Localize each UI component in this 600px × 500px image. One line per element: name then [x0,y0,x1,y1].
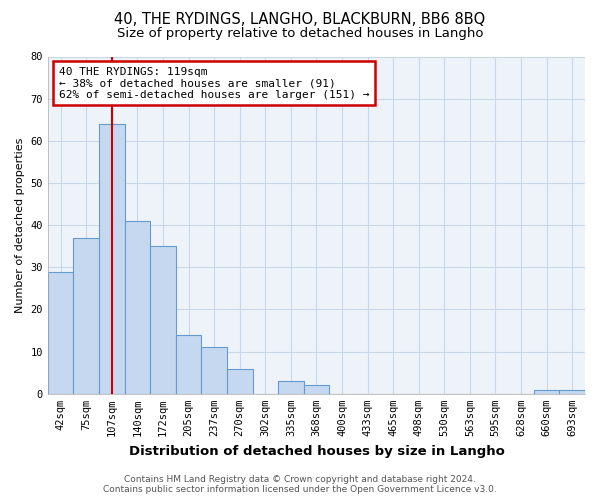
Bar [534,390,559,394]
Bar [176,335,202,394]
Bar [48,272,73,394]
Y-axis label: Number of detached properties: Number of detached properties [15,138,25,313]
Text: Contains HM Land Registry data © Crown copyright and database right 2024.
Contai: Contains HM Land Registry data © Crown c… [103,474,497,494]
Bar [278,381,304,394]
Bar [202,348,227,394]
Bar [99,124,125,394]
Bar [73,238,99,394]
X-axis label: Distribution of detached houses by size in Langho: Distribution of detached houses by size … [128,444,505,458]
Bar [150,246,176,394]
Bar [125,221,150,394]
Bar [304,386,329,394]
Text: Size of property relative to detached houses in Langho: Size of property relative to detached ho… [117,28,483,40]
Text: 40, THE RYDINGS, LANGHO, BLACKBURN, BB6 8BQ: 40, THE RYDINGS, LANGHO, BLACKBURN, BB6 … [115,12,485,28]
Bar [227,368,253,394]
Bar [559,390,585,394]
Text: 40 THE RYDINGS: 119sqm
← 38% of detached houses are smaller (91)
62% of semi-det: 40 THE RYDINGS: 119sqm ← 38% of detached… [59,66,369,100]
